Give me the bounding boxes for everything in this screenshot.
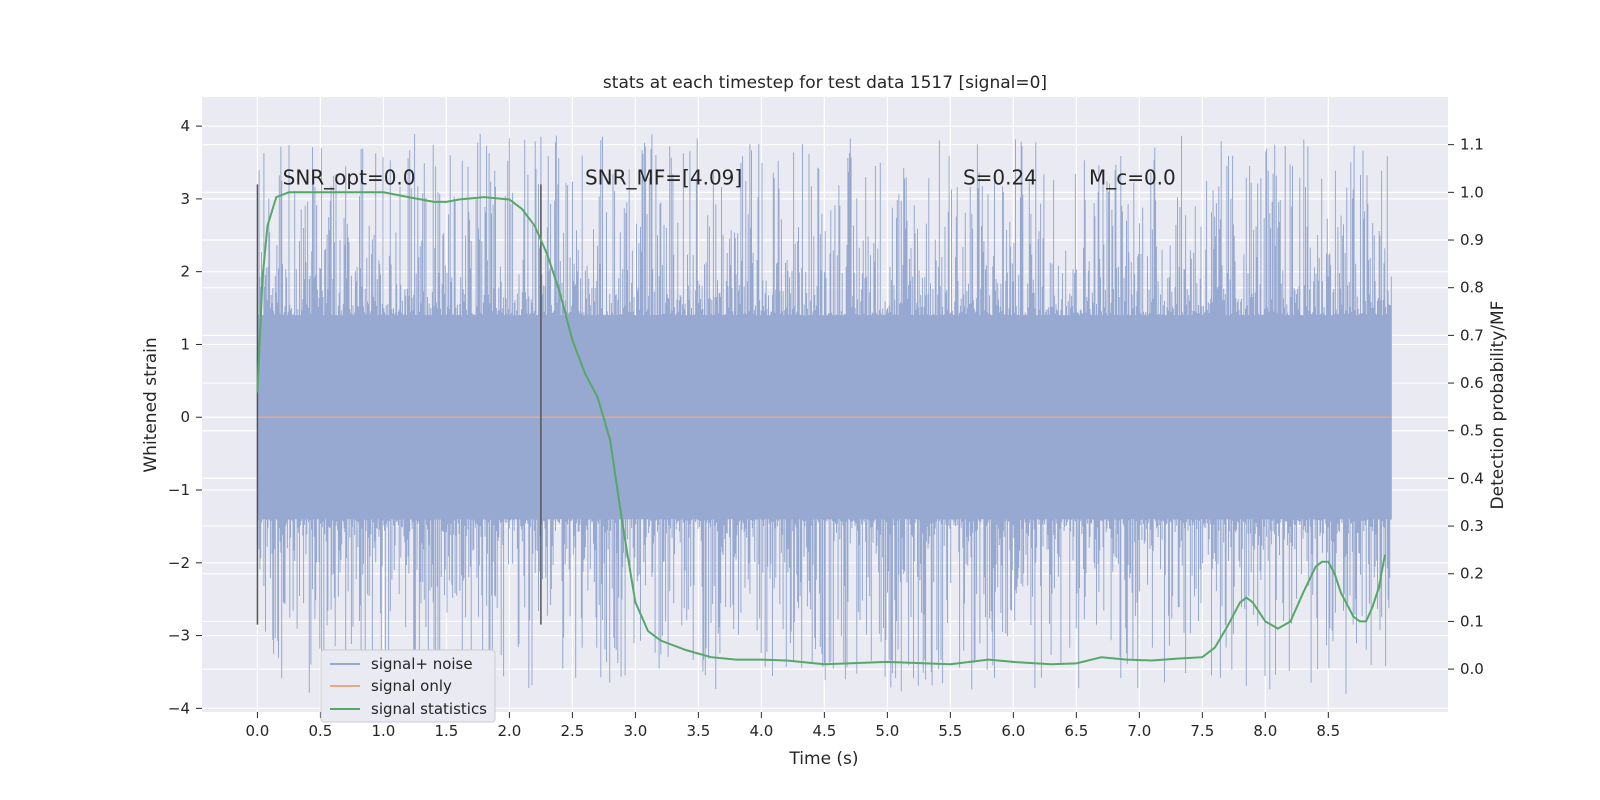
y2-tick-label: 0.3 (1460, 517, 1484, 535)
x-tick-label: 1.5 (434, 722, 458, 740)
x-tick-label: 7.0 (1127, 722, 1151, 740)
x-tick-label: 0.0 (246, 722, 270, 740)
x-tick-label: 2.5 (560, 722, 584, 740)
y-tick-label: 3 (180, 190, 190, 208)
legend-box (320, 649, 496, 723)
x-tick-label: 6.0 (1001, 722, 1025, 740)
annotations: SNR_opt=0.0 SNR_MF=[4.09] S=0.24 M_c=0.0 (283, 165, 1176, 189)
legend-label-signal-statistics: signal statistics (371, 700, 487, 718)
ticks: 0.0 0.5 1.0 1.5 2.0 2.5 3.0 3.5 4.0 4.5 5.0 5.5 6.0 6… (168, 117, 1484, 740)
vertical-markers (256, 184, 542, 625)
y-tick-label: −2 (168, 554, 190, 572)
x-tick-label: 3.0 (623, 722, 647, 740)
y-tick-label: 0 (180, 408, 190, 426)
x-tick-label: 2.0 (497, 722, 521, 740)
y-tick-label: 4 (180, 117, 190, 135)
y-tick-label: −3 (168, 627, 190, 645)
legend: signal+ noise signal only signal statist… (320, 649, 496, 723)
x-tick-label: 7.5 (1190, 722, 1214, 740)
y2-tick-label: 0.4 (1460, 469, 1484, 487)
signal-statistics-line (256, 191, 1386, 666)
annotation: S=0.24 (963, 165, 1037, 189)
legend-label-signal-noise: signal+ noise (371, 655, 473, 673)
y2-tick-label: 0.9 (1460, 231, 1484, 249)
y2-tick-label: 1.0 (1460, 183, 1484, 201)
x-tick-label: 1.0 (371, 722, 395, 740)
y-tick-label: −1 (168, 481, 190, 499)
x-tick-label: 4.5 (812, 722, 836, 740)
y2-tick-label: 0.7 (1460, 326, 1484, 344)
x-tick-label: 6.5 (1064, 722, 1088, 740)
x-tick-label: 3.5 (686, 722, 710, 740)
x-tick-label: 5.0 (875, 722, 899, 740)
y2-tick-label: 0.0 (1460, 660, 1484, 678)
y-tick-label: −4 (168, 699, 190, 717)
chart-title: stats at each timestep for test data 151… (603, 73, 1047, 93)
y2-tick-label: 0.8 (1460, 279, 1484, 297)
annotation: M_c=0.0 (1089, 165, 1176, 189)
series-signal-statistics (256, 191, 1386, 666)
y2-tick-label: 0.2 (1460, 565, 1484, 583)
annotation: SNR_MF=[4.09] (585, 165, 742, 189)
annotation: SNR_opt=0.0 (283, 165, 416, 189)
x-axis-label: Time (s) (788, 749, 858, 769)
x-tick-label: 8.0 (1253, 722, 1277, 740)
x-tick-label: 5.5 (938, 722, 962, 740)
y2-tick-label: 1.1 (1460, 136, 1484, 154)
x-tick-label: 8.5 (1316, 722, 1340, 740)
legend-label-signal-only: signal only (371, 677, 452, 695)
y2-axis-label: Detection probability/MF (1488, 301, 1508, 510)
y2-tick-label: 0.6 (1460, 374, 1484, 392)
y-tick-label: 2 (180, 263, 190, 281)
y2-tick-label: 0.5 (1460, 422, 1484, 440)
y-axis-label: Whitened strain (141, 337, 161, 472)
x-tick-label: 4.0 (749, 722, 773, 740)
x-tick-label: 0.5 (308, 722, 332, 740)
y-tick-label: 1 (180, 335, 190, 353)
y2-tick-label: 0.1 (1460, 612, 1484, 630)
